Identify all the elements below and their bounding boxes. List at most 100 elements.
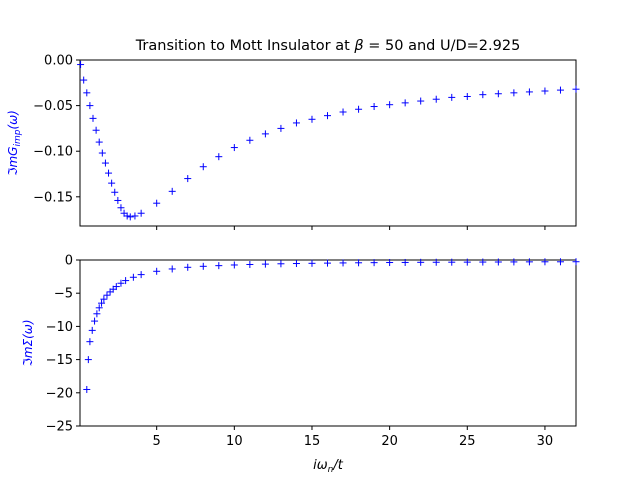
bottom-data-point [463,258,471,266]
top-data-point [432,95,440,103]
bottom-data-point [122,277,130,285]
bottom-data-point [84,356,92,364]
bottom-panel-sigma: 0 −5 −10 −15 −20 −25 5 10 15 20 25 30 ℑmΣ(ω) iωn/t [21,254,580,475]
top-data-point [572,85,580,93]
top-data-point [199,163,207,171]
bottom-data-point [215,262,223,270]
top-data-point [101,159,109,167]
top-data-point [92,126,100,134]
bottom-plot-frame [79,259,577,427]
bottom-y-axis-ticks: 0 −5 −10 −15 −20 −25 [46,254,80,435]
top-data-point [89,114,97,122]
bottom-ytick-label: −10 [46,320,73,335]
bottom-data-point [246,261,254,269]
top-ytick-label: −0.15 [33,190,73,205]
bottom-data-point [184,263,192,271]
top-data-point [105,169,113,177]
bottom-data-point [86,338,94,346]
top-data-point [463,92,471,100]
bottom-data-point [230,261,238,269]
top-data-point [541,87,549,95]
top-x-axis-ticks [156,226,546,230]
bottom-data-point [137,271,145,279]
bottom-data-point [199,262,207,270]
bottom-x-axis-label: iωn/t [313,458,344,475]
top-data-point [230,144,238,152]
bottom-data-point [556,258,564,266]
top-data-point [417,97,425,105]
top-data-point [246,136,254,144]
bottom-data-point [91,317,99,325]
bottom-xtick-label: 20 [381,434,398,449]
bottom-data-point [277,260,285,268]
bottom-xtick-label: 30 [537,434,554,449]
top-y-axis-label: ℑmGimp(ω) [6,110,23,176]
top-panel-gimp: 0.00 −0.05 −0.10 −0.15 ℑmGimp(ω) [6,54,580,230]
top-data-point [98,149,106,157]
top-data-point [386,101,394,109]
bottom-data-point [153,267,161,275]
bottom-data-point [95,304,103,312]
bottom-data-point [168,265,176,273]
top-data-point [292,119,300,127]
top-data-point [401,99,409,107]
top-data-point [215,153,223,161]
bottom-data-point [572,258,580,266]
top-data-point [324,112,332,120]
top-data-point [137,209,145,217]
bottom-data-point [525,258,533,266]
top-y-axis-ticks: 0.00 −0.05 −0.10 −0.15 [33,54,80,205]
top-data-point [339,108,347,116]
bottom-data-point [541,258,549,266]
top-data-point [448,93,456,101]
bottom-ytick-label: −25 [46,420,73,435]
top-data-point [556,86,564,94]
bottom-data-point [448,258,456,266]
bottom-data-point [417,258,425,266]
bottom-data-point [432,258,440,266]
bottom-xtick-label: 5 [153,434,161,449]
bottom-ytick-label: 0 [65,254,73,269]
top-data-point [123,212,131,220]
top-data-point [153,199,161,207]
top-data-point [95,138,103,146]
top-ytick-label: −0.05 [33,99,73,114]
top-plot-frame [79,59,577,227]
top-data-point [108,179,116,187]
bottom-data-point [93,310,101,318]
bottom-data-point [112,283,120,291]
bottom-data-point [98,299,106,307]
top-data-point [80,76,88,84]
bottom-data-point [308,259,316,267]
bottom-data-point [324,259,332,267]
bottom-data-point [355,259,363,267]
top-data-point [126,213,134,221]
top-data-point [277,124,285,132]
bottom-data-point [88,326,96,334]
bottom-ytick-label: −5 [54,287,73,302]
top-data-point [114,196,122,204]
top-data-point [83,89,91,97]
top-data-point [479,91,487,99]
bottom-data-point [339,259,347,267]
bottom-data-markers [83,258,580,393]
top-data-point [86,102,94,110]
top-data-point [261,130,269,138]
top-data-point [494,90,502,98]
bottom-data-point [117,279,125,287]
top-data-markers [77,61,580,221]
top-data-point [510,89,518,97]
bottom-xtick-label: 10 [226,434,243,449]
bottom-data-point [370,259,378,267]
bottom-ytick-label: −15 [46,353,73,368]
bottom-x-axis-ticks: 5 10 15 20 25 30 [153,426,554,449]
bottom-data-point [386,259,394,267]
bottom-data-point [479,258,487,266]
bottom-data-point [401,258,409,266]
top-data-point [117,204,125,212]
bottom-data-point [129,273,137,281]
top-data-point [355,105,363,113]
bottom-data-point [100,295,108,303]
bottom-data-point [494,258,502,266]
bottom-y-axis-label: ℑmΣ(ω) [21,319,35,366]
